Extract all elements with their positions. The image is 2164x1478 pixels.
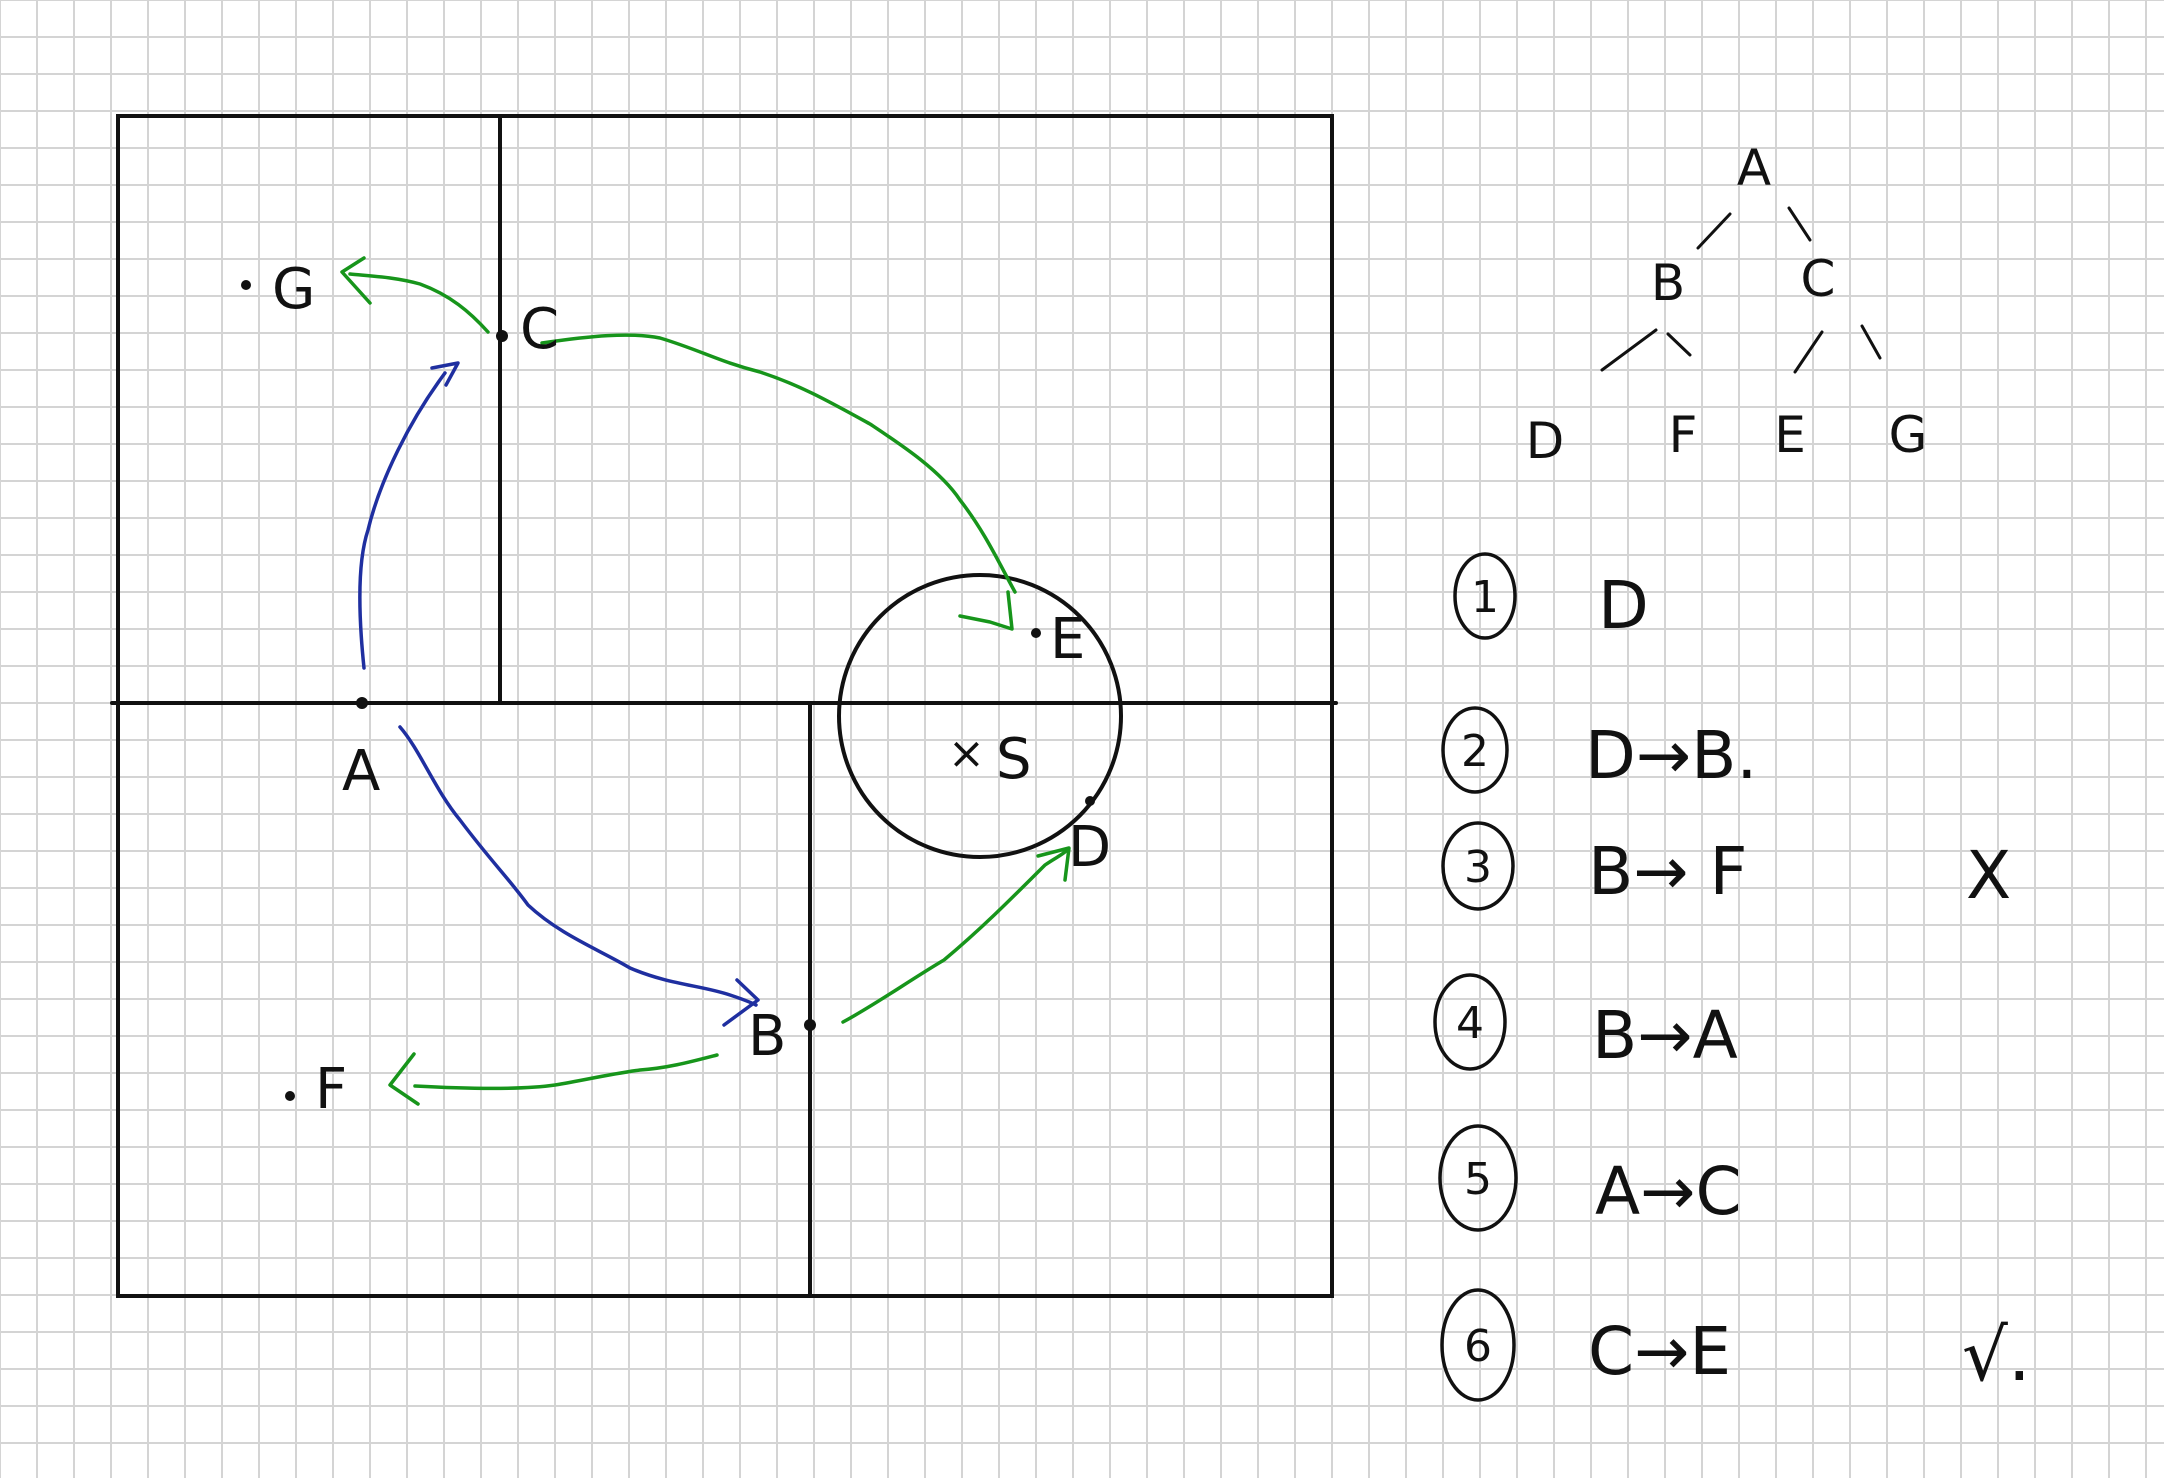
step-text: B→ F xyxy=(1588,833,1748,910)
tree-edge-a-c xyxy=(1787,206,1812,242)
step-number: 4 xyxy=(1456,998,1484,1049)
step-number-circle xyxy=(1440,1288,1516,1402)
arrow-c-to-e-head xyxy=(958,590,1014,631)
step-number-circle xyxy=(1433,973,1507,1071)
point-g-dot xyxy=(241,280,251,290)
point-label-a: A xyxy=(342,739,380,804)
point-f-dot xyxy=(285,1091,295,1101)
arrow-b-to-d-head xyxy=(1036,846,1071,882)
data-points xyxy=(241,280,1095,1101)
tree-node-root: A xyxy=(1737,139,1771,197)
search-steps: 1 D 2 D→B. 3 B→ F X 4 B→A 5 A→C xyxy=(1433,552,2031,1402)
step-row: 6 C→E √. xyxy=(1440,1288,2031,1402)
backtrack-arrows xyxy=(340,256,1071,1106)
step-mark: X xyxy=(1966,837,2011,914)
step-number-circle xyxy=(1441,706,1509,794)
step-row: 3 B→ F X xyxy=(1441,821,2011,914)
tree-edge-c-e xyxy=(1793,330,1824,374)
step-text: D→B. xyxy=(1585,717,1757,794)
tree-edge-b-d xyxy=(1600,328,1658,372)
step-text: B→A xyxy=(1592,997,1738,1074)
arrow-b-to-f-head xyxy=(388,1052,420,1106)
bounding-box xyxy=(116,114,1334,1298)
point-label-d: D xyxy=(1068,815,1111,880)
step-row: 5 A→C xyxy=(1438,1124,1742,1232)
step-number-circle xyxy=(1453,552,1517,640)
point-label-g: G xyxy=(272,257,315,322)
step-row: 2 D→B. xyxy=(1441,706,1757,794)
step-mark: √. xyxy=(1962,1313,2031,1397)
point-label-c: C xyxy=(520,297,559,362)
arrow-a-to-c-head xyxy=(430,361,460,387)
step-number: 1 xyxy=(1471,572,1499,623)
point-b-dot xyxy=(804,1019,816,1031)
step-number: 2 xyxy=(1461,726,1489,777)
space-partition xyxy=(110,114,1338,1298)
tree-node-level2-0: D xyxy=(1526,412,1565,470)
point-c-dot xyxy=(496,330,508,342)
point-label-e: E xyxy=(1050,607,1085,672)
step-text: C→E xyxy=(1588,1313,1731,1390)
arrow-a-to-c xyxy=(358,371,447,670)
step-row: 4 B→A xyxy=(1433,973,1738,1074)
step-number-circle xyxy=(1438,1124,1518,1232)
point-label-b: B xyxy=(748,1004,786,1069)
step-number: 5 xyxy=(1464,1154,1492,1205)
kd-tree: A B C D F E G xyxy=(1526,139,1928,470)
point-d-dot xyxy=(1085,796,1095,806)
arrow-b-to-f xyxy=(413,1053,719,1091)
arrow-c-to-e xyxy=(540,333,1017,594)
tree-edge-b-f xyxy=(1666,332,1692,357)
tree-node-level2-2: E xyxy=(1774,406,1806,464)
arrow-c-to-g xyxy=(348,272,490,334)
arrow-c-to-g-head xyxy=(340,256,372,305)
step-text: D xyxy=(1598,567,1649,644)
point-e-dot xyxy=(1031,628,1041,638)
tree-node-level1-right: C xyxy=(1801,250,1836,308)
arrow-a-to-b xyxy=(398,725,758,1007)
descent-arrows xyxy=(358,361,760,1027)
tree-edge-a-b xyxy=(1696,212,1732,250)
tree-node-level1-left: B xyxy=(1651,254,1685,312)
point-label-f: F xyxy=(315,1057,347,1122)
step-text: A→C xyxy=(1595,1153,1742,1230)
arrow-a-to-b-head xyxy=(722,978,760,1027)
query-mark: × xyxy=(948,728,985,779)
point-a-dot xyxy=(356,697,368,709)
arrow-b-to-d xyxy=(841,849,1068,1024)
step-number-circle xyxy=(1441,821,1515,911)
tree-node-level2-1: F xyxy=(1669,406,1698,464)
tree-edge-c-g xyxy=(1860,324,1882,360)
tree-node-level2-3: G xyxy=(1889,406,1928,464)
point-label-s: S xyxy=(996,727,1032,792)
step-row: 1 D xyxy=(1453,552,1649,644)
step-number: 3 xyxy=(1464,842,1492,893)
step-number: 6 xyxy=(1464,1321,1492,1372)
search-radius-circle xyxy=(837,573,1123,859)
